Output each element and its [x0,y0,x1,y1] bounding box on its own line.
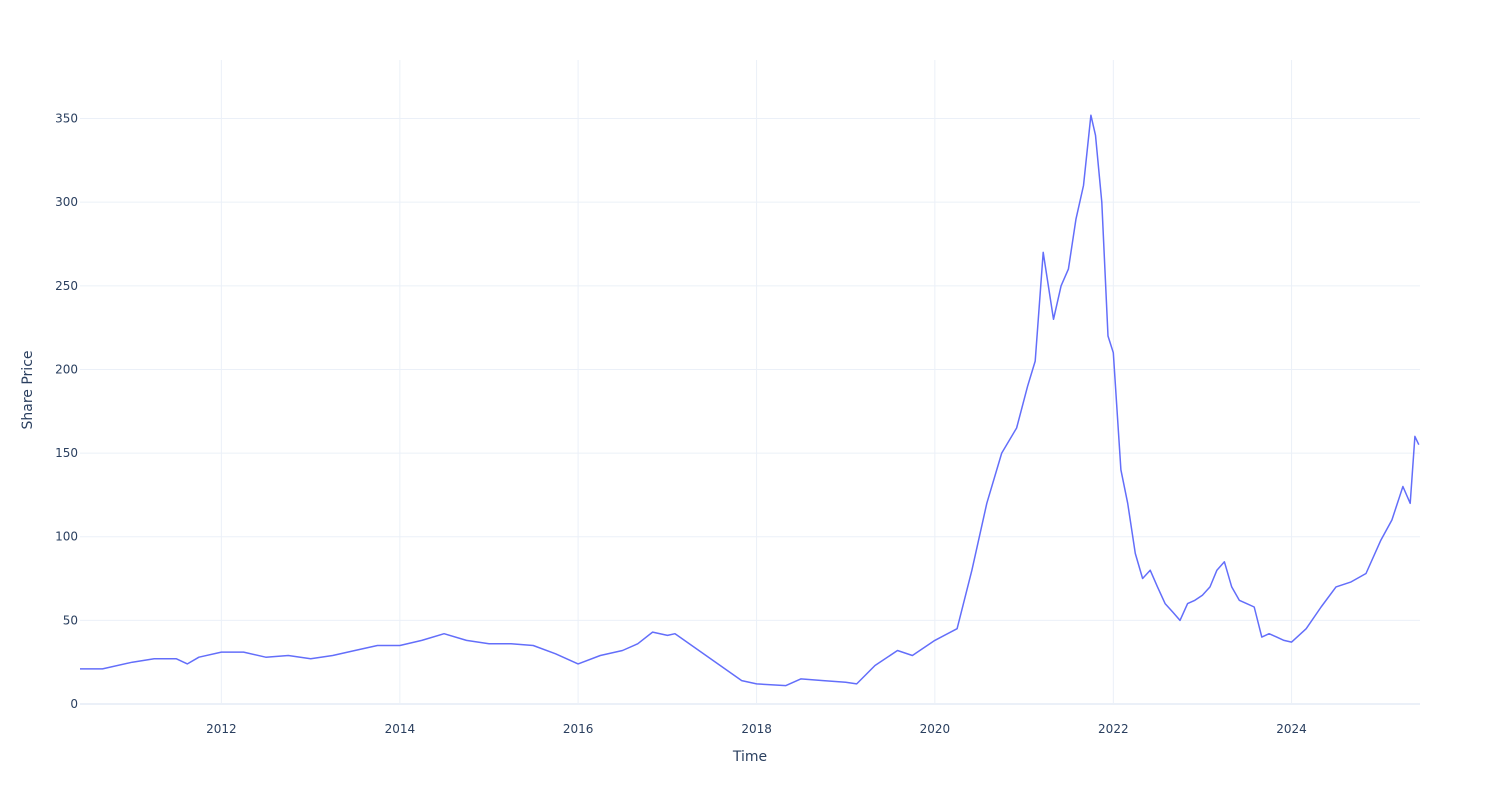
y-tick-label: 250 [55,279,78,293]
x-tick-label: 2012 [206,722,237,736]
share-price-line [80,114,1420,687]
y-tick-labels: 0 50 100 150 200 250 300 350 [55,112,78,711]
y-axis-title: Share Price [20,350,36,429]
x-tick-label: 2014 [385,722,416,736]
y-tick-label: 50 [63,613,78,627]
y-grid-lines [80,118,1420,705]
x-axis-title: Time [732,749,767,765]
y-tick-label: 300 [55,195,78,209]
y-tick-label: 100 [55,530,78,544]
y-tick-label: 350 [55,112,78,126]
y-tick-label: 0 [70,697,78,711]
y-tick-label: 200 [55,362,78,376]
x-grid-lines [220,60,1293,704]
x-tick-label: 2024 [1276,722,1307,736]
x-tick-label: 2018 [741,722,772,736]
x-tick-label: 2022 [1098,722,1129,736]
x-tick-labels: 2012 2014 2016 2018 2020 2022 2024 [206,722,1307,736]
x-tick-label: 2020 [920,722,951,736]
x-tick-label: 2016 [563,722,594,736]
y-tick-label: 150 [55,446,78,460]
